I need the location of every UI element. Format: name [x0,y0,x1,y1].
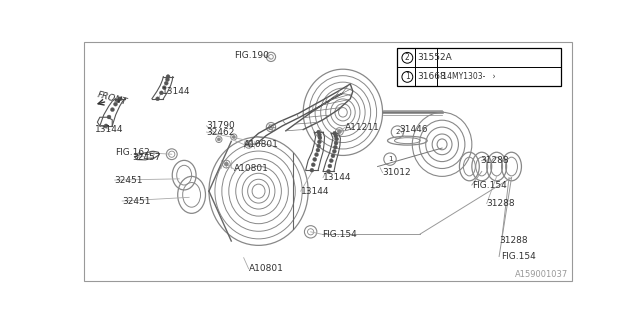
Text: A159001037: A159001037 [515,270,568,279]
Bar [397,48,561,86]
Text: 13144: 13144 [301,187,329,196]
Circle shape [156,97,159,101]
Circle shape [316,148,320,152]
Text: 13144: 13144 [95,125,124,134]
Text: A10801: A10801 [249,264,284,273]
Circle shape [313,157,317,161]
Circle shape [159,91,163,95]
Text: 32457: 32457 [132,153,161,163]
Text: 2: 2 [405,53,410,62]
Text: 32462: 32462 [207,128,235,137]
Circle shape [332,149,336,153]
Text: A10801: A10801 [244,140,278,149]
Circle shape [317,140,321,144]
Circle shape [166,78,170,82]
Circle shape [164,81,168,85]
Text: 31288: 31288 [499,236,528,245]
Text: 13144: 13144 [162,87,190,96]
Circle shape [317,130,321,134]
Text: 13144: 13144 [323,173,351,182]
Circle shape [232,135,236,139]
Circle shape [104,124,108,128]
Circle shape [317,133,321,137]
Text: 31012: 31012 [383,168,411,177]
Text: ’14MY1303-   ›: ’14MY1303- › [440,72,495,81]
Circle shape [335,137,339,141]
Circle shape [334,134,338,138]
Text: FIG.154: FIG.154 [472,180,507,189]
Circle shape [330,159,333,163]
Circle shape [315,153,319,156]
Text: 1: 1 [405,72,410,81]
Circle shape [225,162,228,166]
Text: 2: 2 [396,129,399,135]
Circle shape [317,144,321,148]
Circle shape [334,141,338,145]
Text: 31288: 31288 [481,156,509,165]
Text: 31668: 31668 [417,72,446,81]
Circle shape [311,163,315,167]
Circle shape [333,131,337,135]
Text: 1: 1 [388,156,392,162]
Text: FIG.190: FIG.190 [234,51,269,60]
Text: FRONT: FRONT [96,91,128,107]
Circle shape [166,75,170,78]
Text: 32451: 32451 [122,196,150,205]
Text: 31288: 31288 [486,199,515,208]
Text: A11211: A11211 [346,123,380,132]
Circle shape [116,99,120,103]
Circle shape [326,170,330,173]
Circle shape [118,97,122,101]
Circle shape [163,86,166,90]
Text: A10801: A10801 [234,164,269,173]
Circle shape [113,102,118,106]
Circle shape [331,154,335,158]
Text: 31790: 31790 [207,121,236,130]
Circle shape [328,164,332,168]
Text: 31552A: 31552A [417,53,452,62]
Circle shape [246,142,251,146]
Circle shape [107,115,111,119]
Circle shape [333,145,337,149]
Circle shape [218,138,220,141]
Text: 31446: 31446 [399,124,428,133]
Circle shape [318,136,322,140]
Text: FIG.154: FIG.154 [322,230,356,239]
Text: 32451: 32451 [115,176,143,185]
Text: FIG.162: FIG.162 [115,148,150,157]
Circle shape [310,168,314,172]
Text: FIG.154: FIG.154 [502,252,536,261]
Circle shape [111,108,115,112]
Circle shape [337,130,341,133]
